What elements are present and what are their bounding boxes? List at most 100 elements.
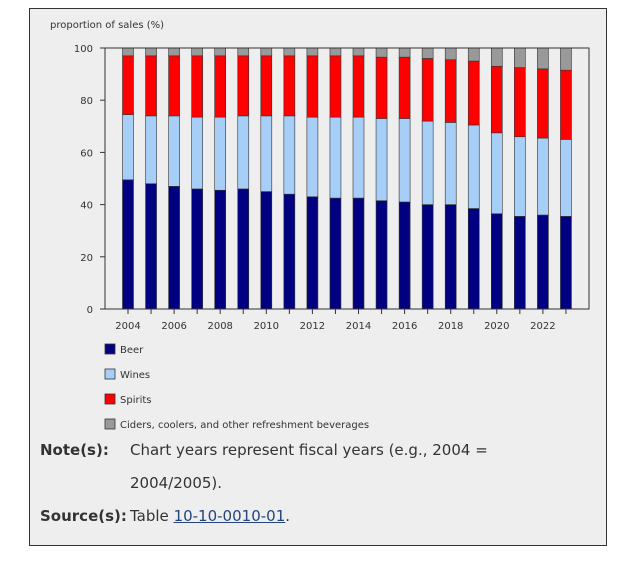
bar-segment (537, 47, 549, 70)
y-tick-label: 20 (80, 253, 93, 264)
bar-segment (490, 132, 503, 215)
bar-segment (537, 68, 549, 139)
bar-segment (168, 115, 180, 187)
bar-segment (168, 47, 180, 57)
legend-swatch (104, 343, 116, 355)
bar-segment (560, 139, 572, 217)
bar-segment (560, 216, 572, 310)
bar-segment (306, 55, 319, 118)
bar-segment (260, 115, 273, 192)
bar-segment (306, 196, 319, 310)
bar-segment (145, 47, 157, 57)
y-tick-label: 40 (80, 201, 93, 212)
bar-segment (145, 55, 157, 117)
bar-segment (467, 208, 480, 310)
x-tick-label: 2008 (207, 321, 232, 332)
x-axis-ticks: 2004 2006 2008 2010 2012 2014 2016 2018 2020 2022 (115, 309, 567, 332)
legend: Beer Wines Spirits Ciders, coolers, and oth… (104, 343, 369, 431)
bar-segment (283, 193, 296, 310)
legend-label: Beer (120, 345, 144, 356)
bar-segment (560, 69, 572, 140)
bar-segment (467, 47, 480, 62)
bar-segment (352, 116, 365, 199)
source-table-link[interactable]: 10-10-0010-01 (173, 507, 286, 525)
source-row: Source(s): Table 10-10-0010-01. (40, 500, 560, 533)
bar-segment (191, 47, 203, 57)
y-tick-label: 100 (74, 44, 93, 55)
bar-segment (398, 201, 411, 310)
note-row: Note(s): Chart years represent fiscal ye… (40, 434, 560, 500)
bar-segment (260, 47, 273, 57)
x-tick-label: 2014 (346, 321, 371, 332)
bar-segment (375, 118, 388, 201)
x-tick-label: 2020 (484, 321, 509, 332)
legend-label: Wines (120, 370, 150, 381)
y-axis-ticks: 0 20 40 60 80 100 (74, 44, 105, 316)
bar-segment (237, 55, 250, 117)
bar-segment (329, 47, 342, 57)
bar-segment (421, 120, 434, 205)
bar-segment (375, 47, 388, 58)
bar-segment (490, 213, 503, 310)
bar-segment (237, 115, 250, 190)
bar-segment (467, 124, 480, 209)
bar-segment (283, 115, 296, 195)
bar-segment (283, 55, 296, 117)
bar-segment (214, 116, 226, 191)
x-tick-label: 2006 (161, 321, 186, 332)
bar-segment (421, 58, 434, 122)
y-axis-title: proportion of sales (%) (50, 20, 164, 31)
notes-section: Note(s): Chart years represent fiscal ye… (40, 434, 560, 533)
bar-segment (214, 189, 226, 310)
bar-segment (398, 56, 411, 119)
bar-segment (398, 47, 411, 58)
bar-segment (306, 116, 319, 198)
bar-segment (467, 60, 480, 126)
x-tick-label: 2012 (300, 321, 325, 332)
bar-segment (421, 204, 434, 310)
bar-segment (214, 47, 226, 57)
bar-segment (444, 59, 457, 123)
bar-segment (283, 47, 296, 57)
bar-segment (214, 55, 226, 118)
y-tick-label: 80 (80, 96, 93, 107)
bar-segment (421, 47, 434, 59)
x-tick-label: 2018 (438, 321, 463, 332)
bar-segment (444, 204, 457, 310)
bar-segment (375, 56, 388, 119)
bar-segment (490, 47, 503, 67)
legend-swatch (104, 393, 116, 405)
bar-segment (191, 116, 203, 190)
note-label: Note(s): (40, 441, 109, 459)
bar-segment (191, 188, 203, 310)
bar-segment (122, 47, 134, 57)
bar-segment (444, 47, 457, 61)
bar-segment (375, 200, 388, 310)
legend-swatch (104, 368, 116, 380)
bar-segment (168, 55, 180, 117)
source-suffix: . (285, 507, 291, 525)
bar-segment (122, 114, 134, 181)
bar-segment (237, 47, 250, 57)
bar-segment (145, 115, 157, 185)
x-tick-label: 2004 (115, 321, 140, 332)
bar-segment (514, 136, 526, 217)
bar-segment (560, 47, 572, 71)
x-tick-label: 2022 (530, 321, 555, 332)
bar-segment (329, 55, 342, 118)
bar-segment (352, 47, 365, 57)
legend-label: Ciders, coolers, and other refreshment b… (120, 420, 369, 431)
x-tick-label: 2016 (392, 321, 417, 332)
source-text: Table 10-10-0010-01. (130, 500, 530, 533)
plot-frame (104, 47, 590, 310)
y-tick-label: 60 (80, 148, 93, 159)
bar-segment (537, 137, 549, 216)
bar-segment (191, 55, 203, 118)
source-label: Source(s): (40, 507, 127, 525)
bar-segment (444, 122, 457, 205)
bar-segment (329, 116, 342, 199)
bar-segment (168, 186, 180, 310)
bar-segment (514, 47, 526, 68)
bar-segment (490, 65, 503, 134)
